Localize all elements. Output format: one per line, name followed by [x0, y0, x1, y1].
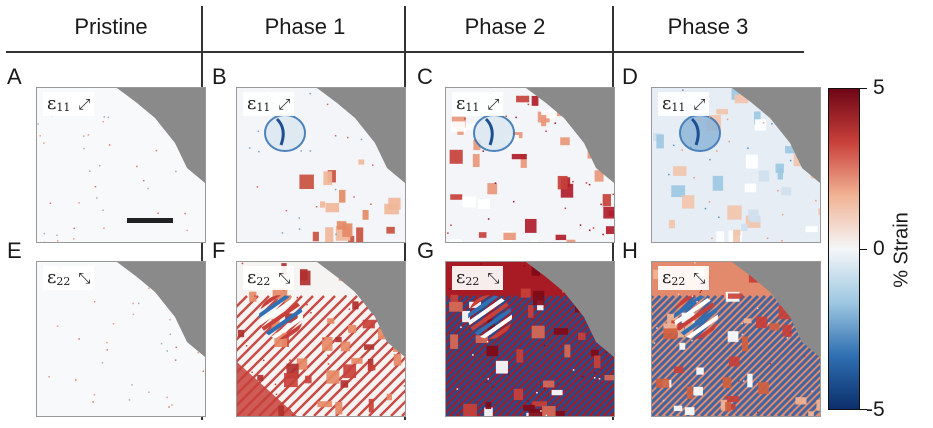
- colorbar-title: % Strain: [890, 212, 913, 288]
- strain-map-image: [652, 262, 820, 416]
- strain-symbol: ε: [247, 267, 257, 288]
- strain-map-c: ε11 ⤢: [445, 87, 615, 243]
- strain-map-image: [446, 88, 614, 242]
- column-header-phase-1: Phase 1: [264, 14, 346, 39]
- scale-bar: [127, 218, 173, 223]
- strain-component-label: ε22 ⤡: [452, 266, 504, 290]
- direction-arrow-icon: ⤢: [693, 95, 706, 113]
- panel-label-d: D: [622, 64, 638, 89]
- strain-subscript: 11: [671, 101, 686, 114]
- strain-map-image: [652, 88, 820, 242]
- panel-label-a: A: [7, 64, 22, 89]
- strain-map-g: ε22 ⤡: [445, 261, 615, 417]
- strain-map-b: ε11 ⤢: [236, 87, 406, 243]
- strain-symbol: ε: [662, 93, 672, 114]
- panel-label-g: G: [417, 238, 435, 263]
- strain-map-a: ε11 ⤢: [36, 87, 206, 243]
- strain-symbol: ε: [47, 267, 57, 288]
- panel-label-e: E: [7, 238, 22, 263]
- column-header-phase-3: Phase 3: [667, 14, 749, 39]
- strain-symbol: ε: [456, 93, 466, 114]
- strain-map-d: ε11 ⤢: [651, 87, 821, 243]
- colorbar-tick-min: [860, 409, 867, 410]
- strain-map-h: ε22 ⤡: [651, 261, 821, 417]
- direction-arrow-icon: ⤡: [78, 269, 91, 287]
- direction-arrow-icon: ⤢: [487, 95, 500, 113]
- strain-component-label: ε11 ⤢: [243, 92, 295, 116]
- strain-component-label: ε22 ⤡: [43, 266, 95, 290]
- strain-subscript: 22: [256, 275, 271, 288]
- direction-arrow-icon: ⤢: [78, 95, 91, 113]
- panel-label-h: H: [622, 238, 638, 263]
- panel-label-c: C: [417, 64, 433, 89]
- strain-subscript: 22: [671, 275, 686, 288]
- strain-component-label: ε11 ⤢: [452, 92, 504, 116]
- strain-subscript: 11: [56, 101, 71, 114]
- strain-component-label: ε11 ⤢: [43, 92, 95, 116]
- strain-subscript: 22: [56, 275, 71, 288]
- colorbar-tick-mid: [860, 249, 867, 250]
- strain-map-image: [37, 88, 205, 242]
- strain-component-label: ε22 ⤡: [243, 266, 295, 290]
- direction-arrow-icon: ⤡: [278, 269, 291, 287]
- colorbar-tick-max: [860, 88, 867, 89]
- panel-label-b: B: [212, 64, 227, 89]
- direction-arrow-icon: ⤡: [693, 269, 706, 287]
- strain-symbol: ε: [456, 267, 466, 288]
- colorbar-label-max: 5: [873, 76, 885, 99]
- column-header-pristine: Pristine: [74, 14, 148, 39]
- column-header-phase-2: Phase 2: [464, 14, 546, 39]
- strain-symbol: ε: [662, 267, 672, 288]
- strain-map-image: [237, 88, 405, 242]
- direction-arrow-icon: ⤡: [487, 269, 500, 287]
- strain-colorbar: [828, 88, 860, 410]
- strain-map-f: ε22 ⤡: [236, 261, 406, 417]
- strain-subscript: 11: [465, 101, 480, 114]
- strain-map-e: ε22 ⤡: [36, 261, 206, 417]
- panel-label-f: F: [212, 238, 226, 263]
- colorbar-label-min: -5: [866, 398, 885, 421]
- strain-symbol: ε: [247, 93, 257, 114]
- strain-subscript: 11: [256, 101, 271, 114]
- strain-map-image: [446, 262, 614, 416]
- colorbar-label-mid: 0: [873, 237, 885, 260]
- strain-component-label: ε11 ⤢: [658, 92, 710, 116]
- direction-arrow-icon: ⤢: [278, 95, 291, 113]
- strain-component-label: ε22 ⤡: [658, 266, 710, 290]
- strain-symbol: ε: [47, 93, 57, 114]
- strain-subscript: 22: [465, 275, 480, 288]
- strain-map-image: [237, 262, 405, 416]
